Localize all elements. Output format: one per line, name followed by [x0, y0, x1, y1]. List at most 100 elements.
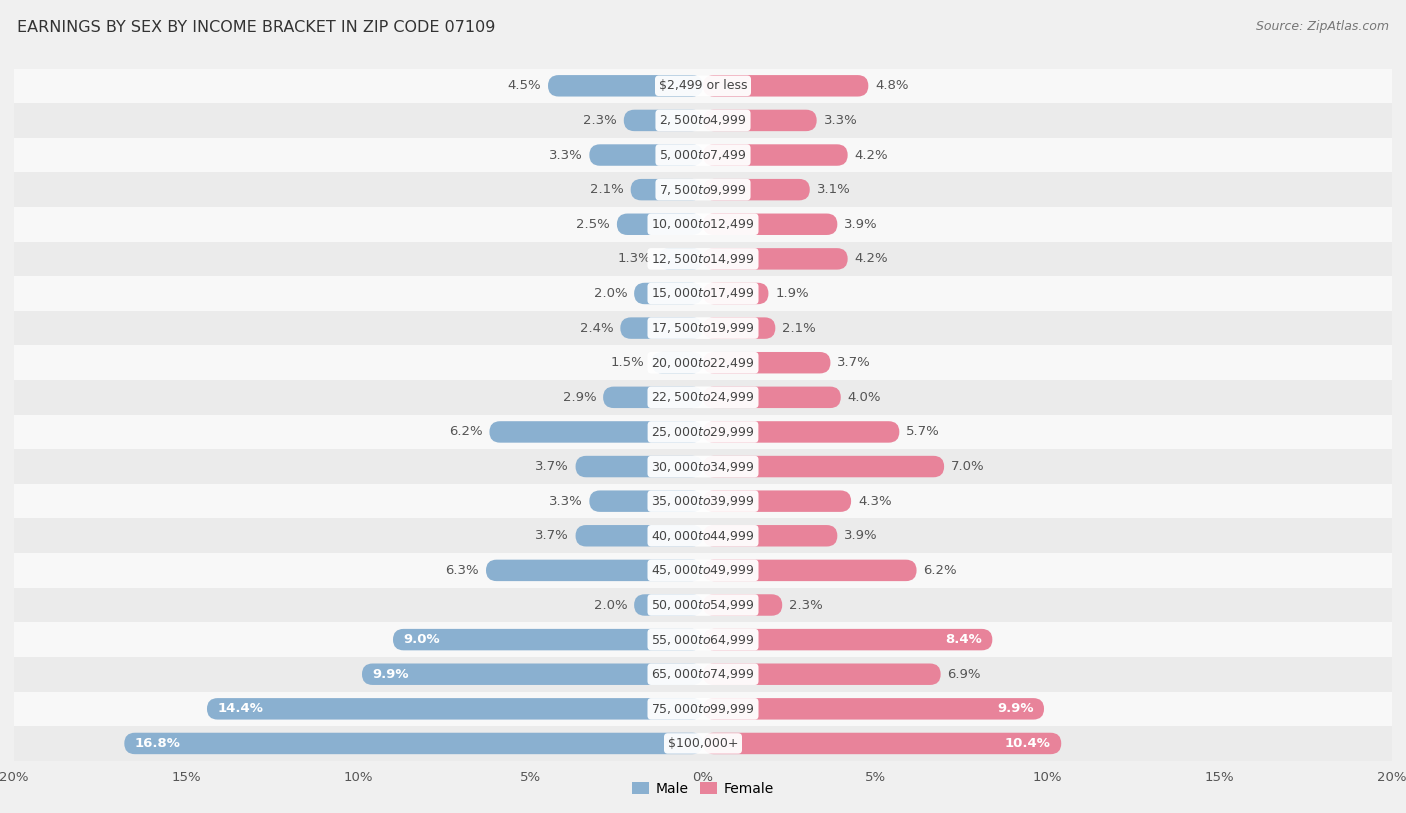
FancyBboxPatch shape	[624, 110, 703, 131]
Bar	[14, 450, 1392, 484]
Text: 8.4%: 8.4%	[945, 633, 981, 646]
Text: $45,000 to $49,999: $45,000 to $49,999	[651, 563, 755, 577]
FancyBboxPatch shape	[703, 144, 848, 166]
Text: $30,000 to $34,999: $30,000 to $34,999	[651, 459, 755, 473]
Text: 10.4%: 10.4%	[1005, 737, 1050, 750]
Text: $17,500 to $19,999: $17,500 to $19,999	[651, 321, 755, 335]
FancyBboxPatch shape	[589, 490, 703, 512]
FancyBboxPatch shape	[575, 456, 703, 477]
FancyBboxPatch shape	[603, 387, 703, 408]
Bar	[14, 103, 1392, 137]
Text: 2.0%: 2.0%	[593, 287, 627, 300]
Text: 14.4%: 14.4%	[218, 702, 263, 715]
Text: 3.3%: 3.3%	[548, 149, 582, 162]
Bar	[14, 380, 1392, 415]
Bar	[14, 241, 1392, 276]
Bar	[14, 484, 1392, 519]
Legend: Male, Female: Male, Female	[633, 782, 773, 796]
Bar	[14, 68, 1392, 103]
FancyBboxPatch shape	[703, 317, 775, 339]
Bar	[14, 657, 1392, 692]
Text: Source: ZipAtlas.com: Source: ZipAtlas.com	[1256, 20, 1389, 33]
Text: 16.8%: 16.8%	[135, 737, 180, 750]
Text: $75,000 to $99,999: $75,000 to $99,999	[651, 702, 755, 715]
Text: $25,000 to $29,999: $25,000 to $29,999	[651, 425, 755, 439]
Text: 6.9%: 6.9%	[948, 667, 981, 680]
Bar	[14, 137, 1392, 172]
FancyBboxPatch shape	[703, 559, 917, 581]
FancyBboxPatch shape	[703, 75, 869, 97]
FancyBboxPatch shape	[703, 733, 1062, 754]
Text: 6.2%: 6.2%	[449, 425, 482, 438]
FancyBboxPatch shape	[703, 698, 1045, 720]
FancyBboxPatch shape	[703, 421, 900, 442]
Text: 3.9%: 3.9%	[844, 529, 877, 542]
Text: 3.3%: 3.3%	[548, 494, 582, 507]
Text: 2.3%: 2.3%	[583, 114, 617, 127]
Bar	[14, 276, 1392, 311]
FancyBboxPatch shape	[703, 525, 838, 546]
FancyBboxPatch shape	[658, 248, 703, 270]
FancyBboxPatch shape	[703, 179, 810, 200]
Text: 9.0%: 9.0%	[404, 633, 440, 646]
Text: 9.9%: 9.9%	[997, 702, 1033, 715]
Text: 3.3%: 3.3%	[824, 114, 858, 127]
FancyBboxPatch shape	[703, 490, 851, 512]
FancyBboxPatch shape	[207, 698, 703, 720]
FancyBboxPatch shape	[124, 733, 703, 754]
Text: $10,000 to $12,499: $10,000 to $12,499	[651, 217, 755, 231]
FancyBboxPatch shape	[589, 144, 703, 166]
Text: 3.7%: 3.7%	[534, 529, 568, 542]
Text: 4.2%: 4.2%	[855, 252, 889, 265]
FancyBboxPatch shape	[634, 283, 703, 304]
Text: $35,000 to $39,999: $35,000 to $39,999	[651, 494, 755, 508]
Text: $65,000 to $74,999: $65,000 to $74,999	[651, 667, 755, 681]
FancyBboxPatch shape	[392, 629, 703, 650]
FancyBboxPatch shape	[361, 663, 703, 685]
Text: $20,000 to $22,499: $20,000 to $22,499	[651, 356, 755, 370]
FancyBboxPatch shape	[703, 387, 841, 408]
Bar	[14, 692, 1392, 726]
Text: $7,500 to $9,999: $7,500 to $9,999	[659, 183, 747, 197]
Text: 2.1%: 2.1%	[591, 183, 624, 196]
Text: 1.5%: 1.5%	[610, 356, 644, 369]
Text: 5.7%: 5.7%	[907, 425, 941, 438]
FancyBboxPatch shape	[620, 317, 703, 339]
Text: 3.7%: 3.7%	[534, 460, 568, 473]
FancyBboxPatch shape	[489, 421, 703, 442]
Text: 3.9%: 3.9%	[844, 218, 877, 231]
Text: 2.5%: 2.5%	[576, 218, 610, 231]
Text: 2.4%: 2.4%	[579, 322, 613, 335]
Text: 2.1%: 2.1%	[782, 322, 815, 335]
Text: $12,500 to $14,999: $12,500 to $14,999	[651, 252, 755, 266]
FancyBboxPatch shape	[548, 75, 703, 97]
Text: 4.3%: 4.3%	[858, 494, 891, 507]
Text: $22,500 to $24,999: $22,500 to $24,999	[651, 390, 755, 404]
FancyBboxPatch shape	[703, 283, 769, 304]
FancyBboxPatch shape	[703, 248, 848, 270]
Bar	[14, 622, 1392, 657]
FancyBboxPatch shape	[703, 456, 945, 477]
Bar	[14, 311, 1392, 346]
Bar	[14, 519, 1392, 553]
Text: $100,000+: $100,000+	[668, 737, 738, 750]
Bar	[14, 172, 1392, 207]
FancyBboxPatch shape	[634, 594, 703, 615]
Text: $2,500 to $4,999: $2,500 to $4,999	[659, 114, 747, 128]
FancyBboxPatch shape	[703, 663, 941, 685]
Bar	[14, 726, 1392, 761]
Text: $50,000 to $54,999: $50,000 to $54,999	[651, 598, 755, 612]
Text: 6.2%: 6.2%	[924, 564, 957, 577]
Bar	[14, 553, 1392, 588]
Text: 3.1%: 3.1%	[817, 183, 851, 196]
FancyBboxPatch shape	[575, 525, 703, 546]
Text: 4.8%: 4.8%	[875, 80, 908, 93]
Text: $2,499 or less: $2,499 or less	[659, 80, 747, 93]
Text: 9.9%: 9.9%	[373, 667, 409, 680]
Text: 1.3%: 1.3%	[617, 252, 651, 265]
Bar	[14, 207, 1392, 241]
Bar	[14, 588, 1392, 622]
Text: 4.0%: 4.0%	[848, 391, 882, 404]
Text: 4.5%: 4.5%	[508, 80, 541, 93]
FancyBboxPatch shape	[703, 214, 838, 235]
